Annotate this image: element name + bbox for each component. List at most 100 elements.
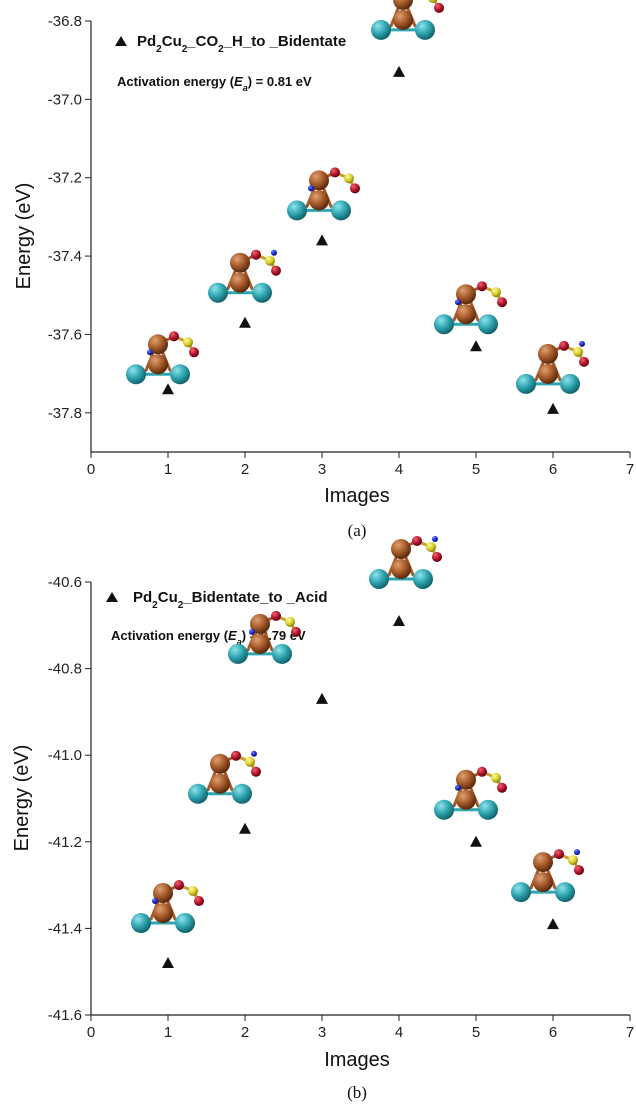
pd-atom — [533, 872, 553, 893]
o-atom — [251, 249, 261, 260]
pd-atom — [210, 753, 230, 774]
o-atom — [497, 297, 507, 308]
c-atom — [491, 772, 501, 783]
cu-atom — [516, 373, 536, 394]
data-point-triangle — [239, 316, 251, 328]
o-atom — [330, 167, 340, 178]
c-atom — [568, 855, 578, 866]
h-atom — [574, 849, 580, 856]
cu-atom — [175, 913, 195, 934]
y-axis-label: Energy (eV) — [13, 183, 35, 290]
c-atom — [245, 756, 255, 767]
cu-atom — [252, 282, 272, 303]
o-atom — [291, 626, 301, 637]
o-atom — [271, 610, 281, 621]
data-point-triangle — [162, 383, 174, 395]
h-atom — [271, 249, 277, 256]
cu-atom — [478, 314, 498, 335]
x-tick-label: 5 — [472, 461, 480, 478]
molecule-structures — [126, 0, 589, 394]
data-point-triangle — [393, 65, 405, 77]
pd-atom — [309, 190, 329, 211]
x-tick-label: 7 — [626, 461, 634, 478]
c-atom — [183, 337, 193, 348]
data-points — [162, 614, 559, 969]
legend-entry: Pd2Cu2_CO2_H_to _Bidentate — [137, 33, 346, 55]
y-ticks: -36.8 -37.0 -37.2 -37.4 -37.6 -37.8 — [48, 13, 91, 422]
molecule — [126, 331, 199, 385]
legend-entry: Pd2Cu2_Bidentate_to _Acid — [133, 589, 328, 611]
x-tick-label: 0 — [87, 1024, 95, 1041]
pd-atom — [230, 272, 250, 293]
o-atom — [350, 183, 360, 194]
o-atom — [174, 880, 184, 891]
x-axis-label: Images — [324, 1049, 390, 1071]
molecule — [371, 0, 444, 40]
o-atom — [231, 750, 241, 761]
pd-atom — [538, 363, 558, 384]
y-tick-label: -37.8 — [48, 405, 82, 422]
molecule — [516, 340, 589, 394]
data-point-triangle — [316, 234, 328, 246]
cu-atom — [208, 282, 228, 303]
h-atom — [152, 898, 158, 905]
cu-atom — [170, 364, 190, 385]
pd-atom — [538, 343, 558, 364]
cu-atom — [511, 882, 531, 903]
legend-marker — [115, 36, 127, 46]
data-points — [162, 65, 559, 414]
x-tick-label: 2 — [241, 461, 249, 478]
h-atom — [579, 340, 585, 347]
c-atom — [491, 287, 501, 298]
o-atom — [574, 865, 584, 876]
y-tick-label: -40.6 — [48, 574, 82, 591]
h-atom — [249, 628, 255, 635]
pd-atom — [210, 773, 230, 794]
cu-atom — [126, 364, 146, 385]
activation-energy-annotation: Activation energy (Ea) = 0.81 eV — [117, 74, 312, 93]
x-axis-label: Images — [324, 485, 390, 507]
o-atom — [554, 849, 564, 860]
legend-marker — [106, 592, 118, 602]
cu-atom — [331, 200, 351, 221]
o-atom — [579, 356, 589, 367]
data-point-triangle — [239, 822, 251, 834]
c-atom — [188, 886, 198, 897]
y-tick-label: -37.0 — [48, 91, 82, 108]
x-tick-label: 5 — [472, 1024, 480, 1041]
pd-atom — [393, 9, 413, 30]
cu-atom — [371, 19, 391, 40]
pd-atom — [456, 769, 476, 790]
o-atom — [434, 2, 444, 13]
y-tick-label: -41.6 — [48, 1007, 82, 1024]
o-atom — [559, 340, 569, 351]
pd-atom — [250, 633, 270, 654]
pd-atom — [456, 284, 476, 305]
pd-atom — [393, 0, 413, 10]
y-tick-label: -41.4 — [48, 920, 82, 937]
molecule — [131, 880, 204, 934]
pd-atom — [456, 789, 476, 810]
o-atom — [169, 331, 179, 342]
data-point-triangle — [547, 402, 559, 414]
x-tick-label: 1 — [164, 461, 172, 478]
x-tick-label: 0 — [87, 461, 95, 478]
cu-atom — [369, 568, 389, 589]
data-point-triangle — [162, 957, 174, 969]
molecule — [287, 167, 360, 221]
y-tick-label: -37.2 — [48, 170, 82, 187]
x-tick-label: 6 — [549, 1024, 557, 1041]
c-atom — [428, 0, 438, 3]
y-tick-label: -40.8 — [48, 661, 82, 678]
y-tick-label: -41.0 — [48, 747, 82, 764]
pd-atom — [533, 852, 553, 873]
y-axis-label: Energy (eV) — [11, 745, 33, 852]
o-atom — [412, 535, 422, 546]
data-point-triangle — [470, 835, 482, 847]
x-tick-label: 4 — [395, 461, 403, 478]
y-tick-label: -37.4 — [48, 248, 82, 265]
x-tick-label: 3 — [318, 1024, 326, 1041]
